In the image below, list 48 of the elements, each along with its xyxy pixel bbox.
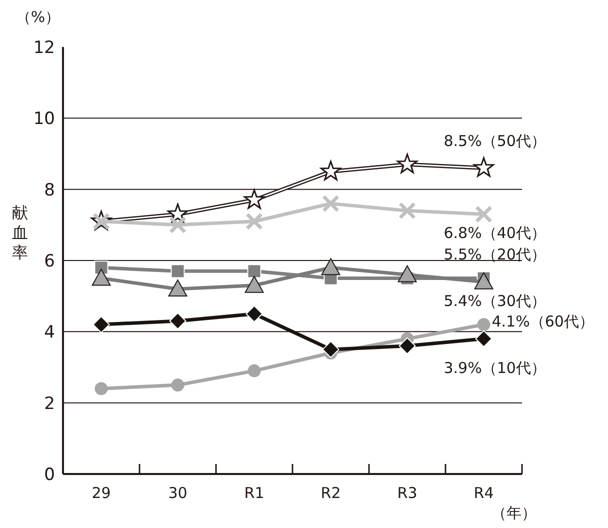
point (474, 272, 494, 290)
point (320, 160, 342, 180)
series-label: 4.1%（60代） (492, 312, 594, 331)
point (321, 258, 340, 276)
point (244, 276, 264, 293)
point (94, 382, 108, 396)
point (170, 264, 185, 278)
x-tick-label: 30 (168, 484, 188, 502)
y-tick-label: 8 (44, 180, 55, 200)
y-tick-label: 2 (44, 394, 55, 414)
point (396, 154, 418, 174)
x-tick-label: R3 (397, 484, 418, 502)
y-tick-label: 6 (44, 252, 55, 272)
x-tick-label: R1 (244, 484, 264, 502)
point (92, 268, 111, 286)
point (248, 364, 261, 378)
series-label: 6.8%（40代） (444, 224, 546, 242)
point (398, 202, 416, 220)
x-axis-title: （年） (492, 504, 536, 522)
x-tick-label: R4 (474, 484, 494, 502)
series-label: 3.9%（10代） (444, 358, 546, 377)
x-tick-label: R2 (320, 484, 341, 502)
series-label: 8.5%（50代） (444, 132, 546, 150)
point (92, 316, 110, 334)
point (398, 265, 417, 282)
point (247, 264, 262, 278)
point (171, 378, 184, 392)
point (477, 318, 490, 332)
point (398, 337, 416, 354)
point (475, 205, 492, 223)
point (246, 305, 263, 322)
point (246, 212, 263, 230)
y-tick-label: 4 (44, 322, 55, 343)
point (169, 216, 186, 234)
x-tick-label: 29 (92, 484, 111, 502)
point (322, 194, 340, 212)
point (168, 279, 188, 296)
point (169, 312, 186, 330)
series-label: 5.4%（30代） (444, 292, 546, 310)
text: （%） (16, 8, 60, 26)
y-tick-label: 0 (44, 465, 55, 485)
y-tick-label: 12 (33, 38, 55, 58)
point (473, 157, 494, 177)
point (322, 340, 340, 358)
point (475, 330, 492, 348)
y-tick-label: 10 (33, 109, 55, 130)
y-axis-title: 献血率 (12, 203, 28, 262)
point (244, 189, 265, 209)
